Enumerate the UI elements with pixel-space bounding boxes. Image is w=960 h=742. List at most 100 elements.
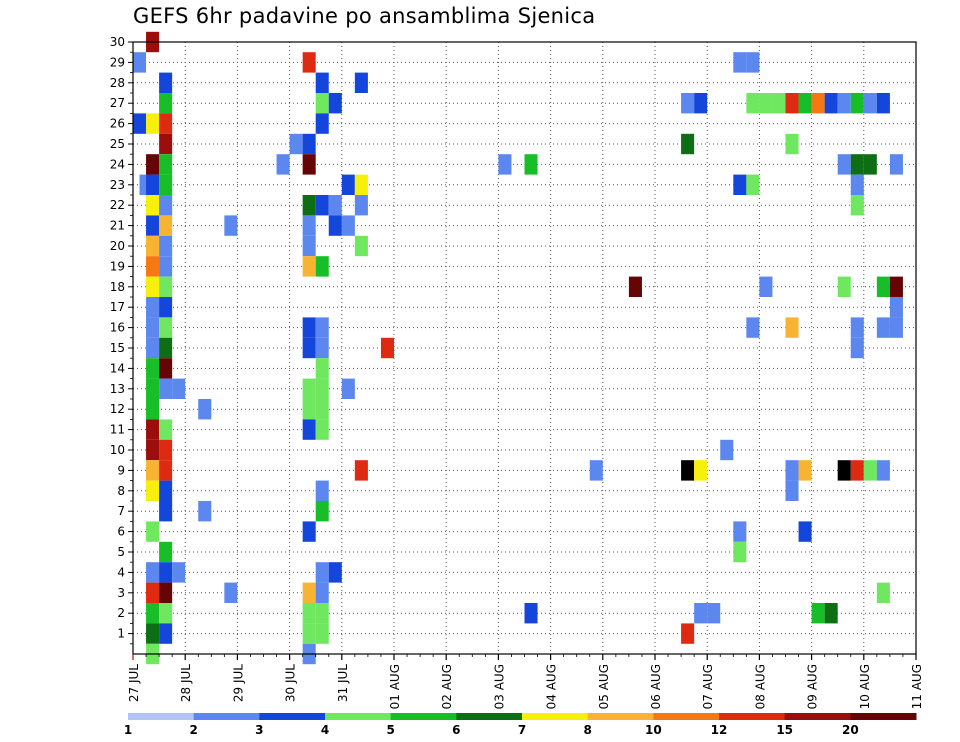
heatmap-cell	[146, 174, 160, 195]
heatmap-cell	[785, 93, 799, 114]
colorbar-swatch	[587, 713, 654, 720]
heatmap-cell	[876, 582, 890, 603]
heatmap-cell	[302, 235, 316, 257]
heatmap-cell	[159, 480, 173, 501]
colorbar-swatch	[390, 713, 457, 720]
heatmap-cell	[354, 235, 368, 257]
x-tick-label: 10 AUG	[858, 664, 872, 709]
heatmap-cell	[785, 133, 799, 155]
y-tick-label: 1	[117, 627, 125, 641]
heatmap-cell	[146, 358, 160, 379]
heatmap-cell	[315, 501, 329, 522]
heatmap-cell	[837, 154, 851, 175]
heatmap-cell	[315, 562, 329, 583]
heatmap-cell	[146, 480, 160, 501]
heatmap-cell	[733, 174, 747, 195]
y-tick-label: 4	[117, 565, 125, 579]
heatmap-cell	[315, 337, 329, 359]
colorbar-swatch	[850, 713, 917, 720]
colorbar-label: 15	[776, 723, 793, 737]
heatmap-cell	[759, 93, 773, 114]
x-tick-label: 09 AUG	[806, 664, 820, 709]
heatmap-cell	[707, 603, 721, 624]
heatmap-cell	[159, 623, 173, 644]
heatmap-cell	[302, 52, 316, 73]
heatmap-cell	[159, 378, 173, 399]
heatmap-cell	[746, 174, 760, 195]
heatmap-cell	[146, 195, 160, 216]
heatmap-cell	[159, 174, 173, 195]
heatmap-cell	[315, 603, 329, 624]
heatmap-cell	[172, 562, 186, 583]
y-tick-label: 21	[110, 219, 125, 233]
colorbar-label: 1	[124, 723, 132, 737]
heatmap-cell	[720, 439, 734, 461]
heatmap-cell	[733, 541, 747, 563]
heatmap-cell	[328, 562, 342, 583]
heatmap-cell	[354, 460, 368, 481]
heatmap-cell	[302, 317, 316, 338]
heatmap-cell	[733, 52, 747, 73]
heatmap-cell	[146, 378, 160, 399]
heatmap-cell	[133, 113, 147, 134]
y-tick-label: 18	[110, 280, 125, 294]
heatmap-cell	[863, 154, 877, 175]
heatmap-cell	[146, 276, 160, 297]
y-tick-label: 10	[110, 443, 125, 457]
y-tick-label: 16	[110, 321, 125, 335]
heatmap-cell	[146, 603, 160, 624]
heatmap-cell	[146, 113, 160, 134]
colorbar-label: 2	[189, 723, 197, 737]
colorbar-label: 4	[321, 723, 329, 737]
axes: 1234567891011121314151617181920212223242…	[110, 35, 924, 709]
y-tick-label: 6	[117, 525, 125, 539]
heatmap-cell	[681, 133, 695, 155]
heatmap-cell	[146, 317, 160, 338]
heatmap-cell	[146, 399, 160, 420]
heatmap-cell	[681, 460, 695, 481]
heatmap-cell	[354, 174, 368, 195]
heatmap-cell	[850, 337, 864, 359]
heatmap-cell	[315, 378, 329, 399]
heatmap-cell	[746, 93, 760, 114]
heatmap-cell	[315, 623, 329, 644]
heatmap-cell	[159, 582, 173, 603]
heatmap-cell	[798, 521, 812, 542]
x-tick-label: 02 AUG	[440, 664, 454, 709]
colorbar-label: 7	[518, 723, 526, 737]
heatmap-cell	[315, 113, 329, 134]
heatmap-cell	[146, 521, 160, 542]
heatmap-cell	[328, 93, 342, 114]
heatmap-cell	[863, 460, 877, 481]
heatmap-cell	[133, 52, 147, 73]
y-tick-label: 11	[110, 423, 125, 437]
heatmap-cell	[746, 52, 760, 73]
heatmap-cell	[889, 297, 903, 318]
heatmap-cell	[315, 93, 329, 114]
y-tick-label: 22	[110, 198, 125, 212]
colorbar-swatch	[653, 713, 720, 720]
heatmap-cell	[159, 541, 173, 563]
heatmap-cell	[328, 195, 342, 216]
heatmap-cells	[133, 31, 903, 665]
x-tick-label: 11 AUG	[910, 664, 924, 709]
heatmap-cell	[159, 419, 173, 440]
y-tick-label: 15	[110, 341, 125, 355]
heatmap-cell	[850, 195, 864, 216]
colorbar-swatch	[719, 713, 786, 720]
colorbar: 1 2 3 4 5 6 7 8 10 12 15 20	[124, 713, 917, 737]
heatmap-cell	[850, 154, 864, 175]
heatmap-cell	[315, 399, 329, 420]
y-tick-label: 20	[110, 239, 125, 253]
heatmap-cell	[146, 337, 160, 359]
heatmap-cell	[159, 154, 173, 175]
heatmap-cell	[146, 235, 160, 257]
heatmap-cell	[315, 358, 329, 379]
heatmap-cell	[302, 582, 316, 603]
y-tick-label: 8	[117, 484, 125, 498]
heatmap-cell	[315, 582, 329, 603]
colorbar-swatch	[259, 713, 326, 720]
heatmap-cell	[159, 501, 173, 522]
y-tick-label: 5	[117, 545, 125, 559]
